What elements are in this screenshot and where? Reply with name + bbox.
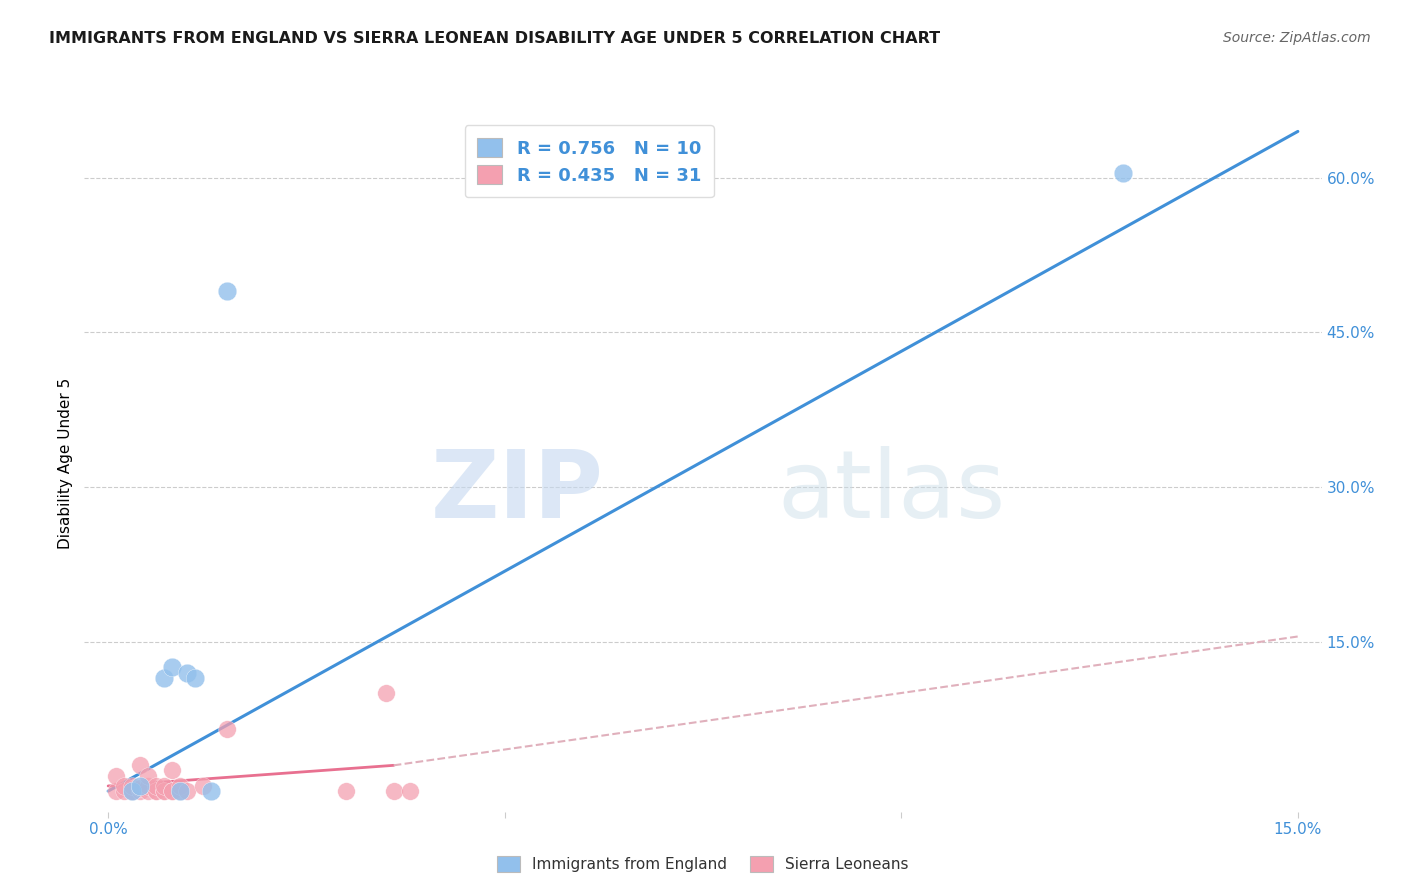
- Point: [184, 671, 207, 685]
- Point: [128, 779, 150, 793]
- Point: [128, 784, 150, 798]
- Point: [193, 779, 215, 793]
- Point: [160, 784, 183, 798]
- Point: [105, 769, 128, 783]
- Point: [121, 784, 143, 798]
- Point: [176, 665, 198, 680]
- Point: [128, 758, 150, 772]
- Point: [217, 723, 239, 737]
- Text: atlas: atlas: [778, 446, 1005, 538]
- Point: [136, 784, 159, 798]
- Point: [169, 779, 191, 793]
- Point: [136, 769, 159, 783]
- Point: [217, 284, 239, 298]
- Point: [112, 779, 135, 793]
- Point: [169, 784, 191, 798]
- Text: ZIP: ZIP: [432, 446, 605, 538]
- Point: [200, 784, 222, 798]
- Point: [121, 784, 143, 798]
- Point: [1112, 166, 1135, 180]
- Point: [145, 779, 167, 793]
- Point: [152, 779, 174, 793]
- Point: [145, 784, 167, 798]
- Point: [145, 784, 167, 798]
- Y-axis label: Disability Age Under 5: Disability Age Under 5: [58, 378, 73, 549]
- Point: [152, 784, 174, 798]
- Point: [121, 779, 143, 793]
- Point: [128, 780, 150, 795]
- Point: [160, 784, 183, 798]
- Point: [160, 660, 183, 674]
- Text: Source: ZipAtlas.com: Source: ZipAtlas.com: [1223, 31, 1371, 45]
- Point: [112, 784, 135, 798]
- Point: [398, 784, 420, 798]
- Point: [374, 686, 396, 700]
- Text: IMMIGRANTS FROM ENGLAND VS SIERRA LEONEAN DISABILITY AGE UNDER 5 CORRELATION CHA: IMMIGRANTS FROM ENGLAND VS SIERRA LEONEA…: [49, 31, 941, 46]
- Point: [105, 784, 128, 798]
- Point: [121, 784, 143, 798]
- Point: [169, 784, 191, 798]
- Point: [176, 784, 198, 798]
- Point: [152, 671, 174, 685]
- Point: [335, 784, 357, 798]
- Point: [160, 764, 183, 778]
- Point: [136, 779, 159, 793]
- Legend: Immigrants from England, Sierra Leoneans: Immigrants from England, Sierra Leoneans: [485, 844, 921, 884]
- Point: [382, 784, 405, 798]
- Point: [152, 784, 174, 798]
